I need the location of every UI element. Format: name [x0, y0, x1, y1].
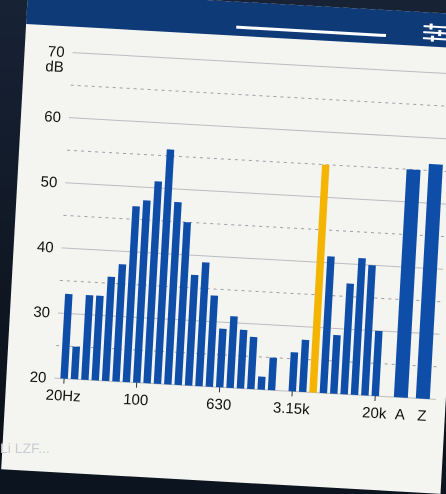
x-tick-label: 3.15k	[272, 399, 310, 418]
gridline-major	[65, 183, 446, 204]
y-tick-label: 50	[40, 173, 58, 191]
spectrum-bar[interactable]	[289, 352, 299, 391]
x-tick-label-a: A	[394, 406, 405, 424]
y-tick-label: 20	[29, 369, 47, 387]
gridline-major	[73, 53, 446, 74]
spectrum-bar[interactable]	[257, 376, 265, 389]
gridline-major	[69, 118, 446, 139]
y-tick-label: 60	[44, 108, 62, 126]
spectrum-bar[interactable]	[91, 296, 103, 381]
spectrum-bar[interactable]	[206, 295, 219, 387]
x-tick-label: 20k	[362, 404, 388, 422]
footer-caption: Li LZF...	[0, 440, 50, 456]
spectrum-bar[interactable]	[299, 340, 309, 392]
weighted-level-bar-z[interactable]	[416, 164, 443, 399]
spectrum-bar[interactable]	[226, 316, 237, 388]
x-tick-label: 630	[206, 396, 232, 414]
weighted-level-bar-a[interactable]	[394, 169, 421, 398]
spectrum-bar[interactable]	[81, 295, 93, 380]
gridline-minor	[67, 150, 446, 171]
spectrum-bar[interactable]	[216, 329, 227, 388]
y-axis-unit-label: dB	[45, 58, 64, 76]
spectrum-bar[interactable]	[71, 346, 80, 379]
spectrum-bar[interactable]	[237, 330, 248, 389]
spectrum-bar[interactable]	[60, 294, 72, 379]
x-tick-label-z: Z	[417, 407, 427, 424]
gridline-minor	[63, 215, 444, 236]
spectrum-bar[interactable]	[247, 337, 257, 389]
x-tick-label: 100	[123, 391, 149, 409]
spectrum-bar[interactable]	[330, 335, 341, 394]
y-tick-label: 30	[33, 304, 51, 322]
gridline-minor	[71, 85, 446, 106]
y-tick-label: 40	[37, 239, 55, 257]
x-tick-label: 20Hz	[45, 387, 81, 406]
spectrum-bar[interactable]	[268, 357, 277, 390]
